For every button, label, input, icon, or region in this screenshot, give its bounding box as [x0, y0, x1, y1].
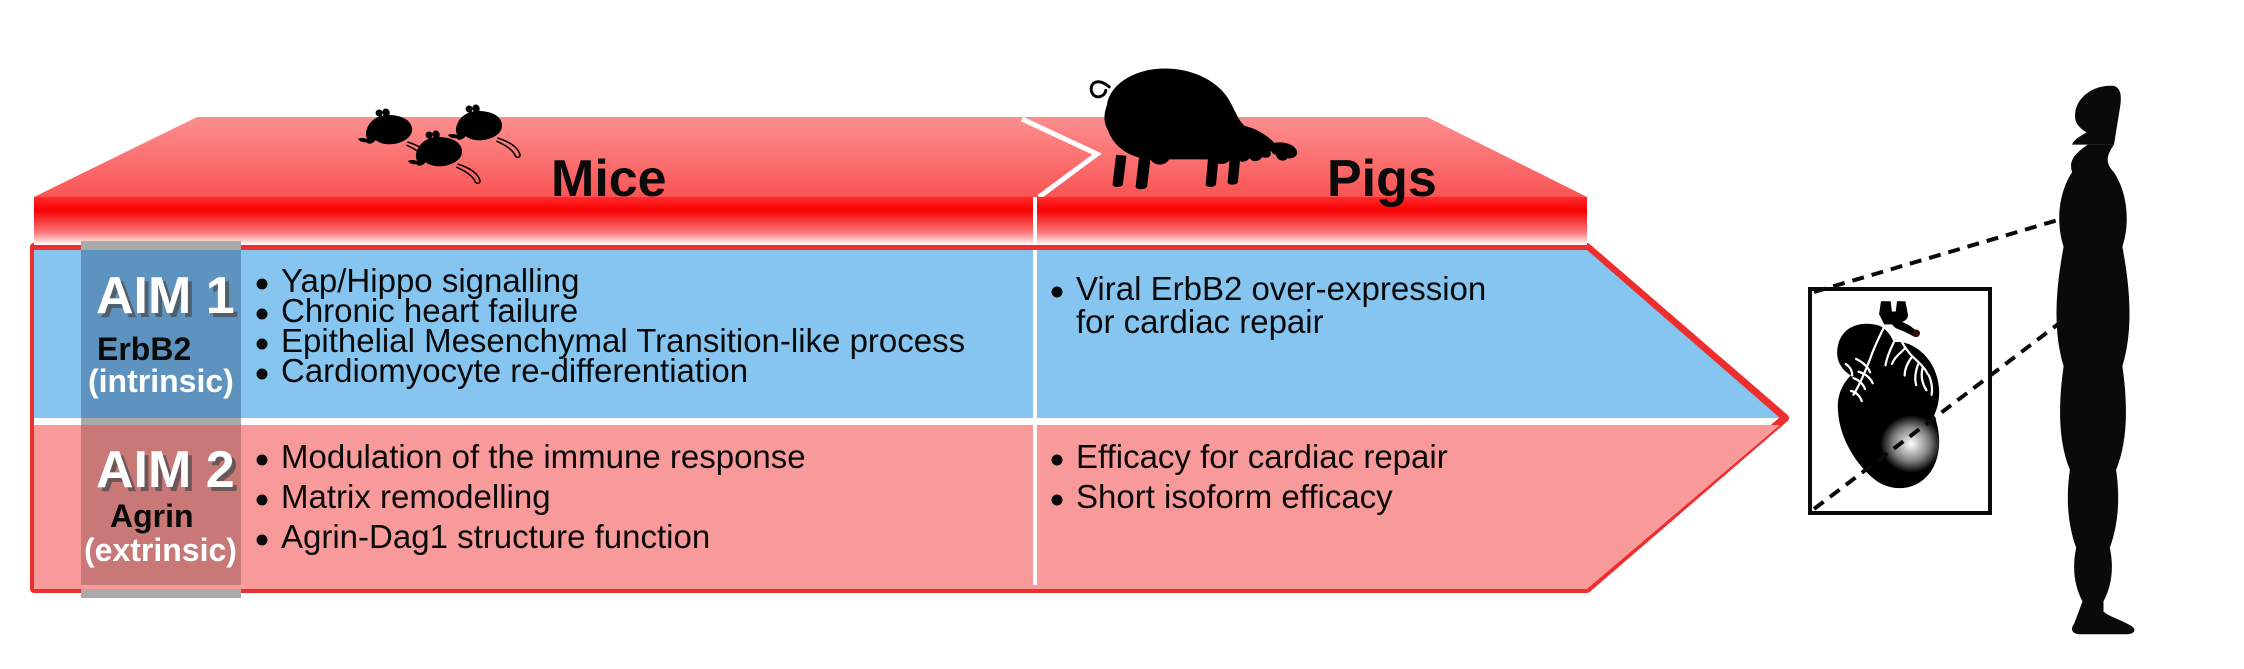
svg-text:Matrix remodelling: Matrix remodelling — [281, 478, 551, 515]
svg-text:Pigs: Pigs — [1327, 150, 1437, 208]
svg-text:Short isoform efficacy: Short isoform efficacy — [1076, 478, 1393, 515]
svg-text:(intrinsic): (intrinsic) — [88, 363, 234, 399]
svg-text:Cardiomyocyte re-differentiati: Cardiomyocyte re-differentiation — [281, 352, 748, 389]
svg-text:ErbB2: ErbB2 — [97, 331, 191, 367]
svg-text:for cardiac repair: for cardiac repair — [1076, 303, 1324, 340]
svg-text:Mice: Mice — [551, 150, 667, 208]
svg-text:Agrin-Dag1 structure function: Agrin-Dag1 structure function — [281, 518, 710, 555]
svg-text:Agrin: Agrin — [110, 498, 194, 534]
svg-text:Modulation of the immune respo: Modulation of the immune response — [281, 438, 806, 475]
svg-text:AIM 1: AIM 1 — [96, 267, 235, 325]
svg-text:AIM 2: AIM 2 — [96, 441, 235, 499]
svg-text:(extrinsic): (extrinsic) — [84, 532, 237, 568]
svg-text:Viral ErbB2 over-expression: Viral ErbB2 over-expression — [1076, 270, 1486, 307]
svg-text:Efficacy for cardiac repair: Efficacy for cardiac repair — [1076, 438, 1448, 475]
